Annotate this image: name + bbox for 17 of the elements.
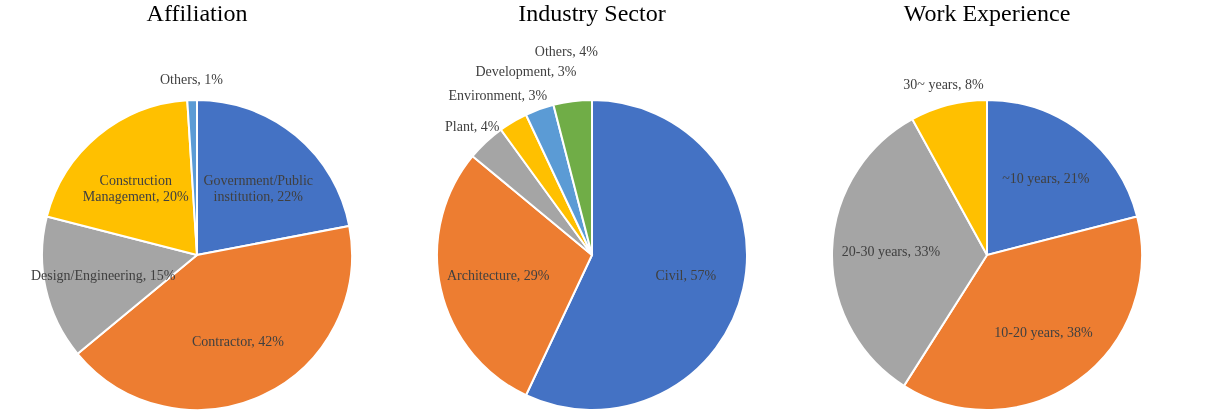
slice-label: Civil, 57% [655, 267, 717, 283]
slice-label: Development, 3% [475, 63, 577, 79]
chart-title: Industry Sector [518, 0, 666, 26]
slice-label: Environment, 3% [448, 87, 548, 103]
slice-label: 30~ years, 8% [903, 77, 984, 93]
slice-label: Contractor, 42% [191, 333, 285, 349]
slice-label: 10-20 years, 38% [994, 324, 1093, 340]
slice-label: Others, 1% [160, 72, 224, 88]
slice-label: Architecture, 29% [446, 267, 550, 283]
slice-label: 20-30 years, 33% [841, 243, 941, 259]
slice-label: Others, 4% [534, 43, 599, 59]
chart-title: Affiliation [146, 0, 248, 26]
slice-label: ~10 years, 21% [1002, 171, 1090, 187]
slice-label: Government/Public institution, 22% [203, 172, 314, 204]
slice-label: Construction Management, 20% [82, 172, 189, 204]
chart-title: Work Experience [903, 0, 1071, 26]
slice-label: Plant, 4% [444, 119, 500, 135]
